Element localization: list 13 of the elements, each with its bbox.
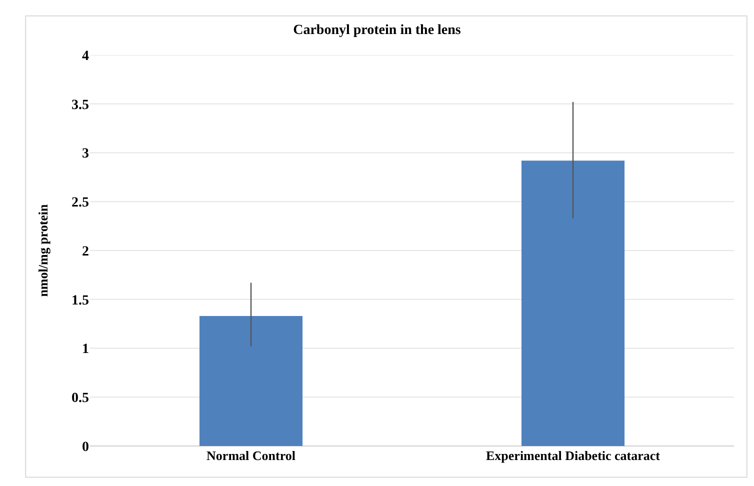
y-tick-label: 3.5 bbox=[72, 98, 89, 113]
y-axis-title: nmol/mg protein bbox=[35, 203, 50, 297]
y-tick-label: 1.5 bbox=[72, 293, 89, 308]
y-tick-label: 4 bbox=[82, 48, 89, 64]
y-tick-label: 1 bbox=[82, 342, 89, 358]
y-tick-label: 2 bbox=[82, 244, 89, 260]
y-tick-label: 3 bbox=[82, 146, 89, 162]
chart-title: Carbonyl protein in the lens bbox=[293, 23, 462, 38]
x-tick-label: Experimental Diabetic cataract bbox=[486, 448, 661, 463]
y-tick-label: 0.5 bbox=[72, 391, 89, 406]
y-tick-label: 0 bbox=[82, 440, 89, 455]
x-tick-label: Normal Control bbox=[206, 448, 296, 463]
y-tick-label: 2.5 bbox=[72, 196, 89, 211]
